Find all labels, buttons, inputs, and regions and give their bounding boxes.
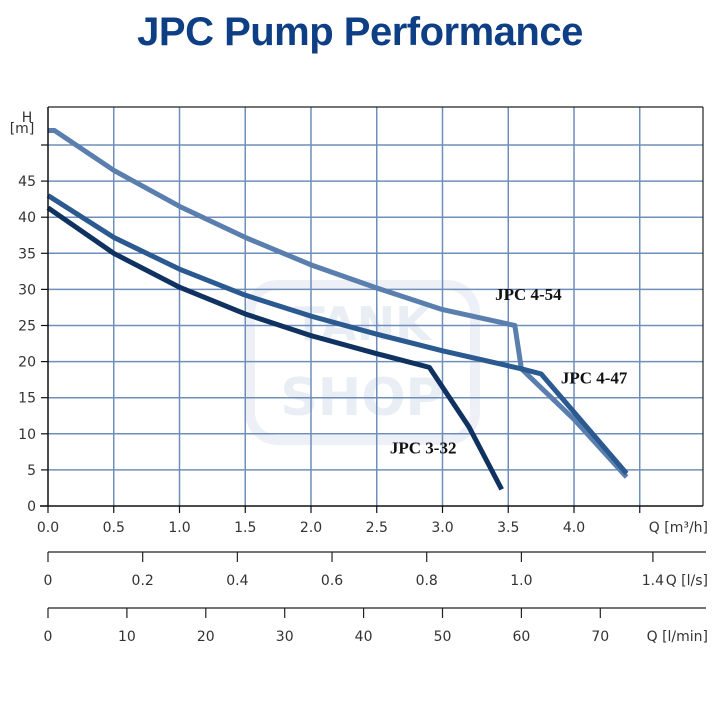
x-tick-label: 1.5 (234, 520, 256, 536)
secondary-axis-unit-label: Q [l/min] (647, 629, 708, 645)
secondary-axis-tick-label: 0.6 (321, 573, 343, 589)
x-tick-label: 0.5 (103, 520, 125, 536)
grid (48, 107, 703, 506)
x-tick-label: 4.0 (563, 520, 585, 536)
y-tick-label: 35 (18, 246, 36, 262)
secondary-axis-tick-label: 1.4 (642, 573, 664, 589)
y-tick-label: 20 (18, 355, 36, 371)
secondary-axis-tick-label: 30 (276, 629, 294, 645)
secondary-axis-tick-label: 70 (591, 629, 609, 645)
x-axis-unit-label: Q [m³/h] (649, 520, 708, 536)
series-line-jpc-4-47 (46, 193, 629, 476)
secondary-axis-tick-label: 10 (118, 629, 136, 645)
secondary-axis-tick-label: 0.8 (416, 573, 438, 589)
secondary-axis-tick-label: 60 (512, 629, 530, 645)
secondary-axis-tick-label: 0 (44, 629, 53, 645)
series-label-jpc-4-54: JPC 4-54 (495, 285, 562, 304)
x-tick-label: 3.5 (497, 520, 519, 536)
series-labels: JPC 4-54 JPC 4-47 JPC 3-32 (390, 285, 628, 457)
secondary-axis-tick-label: 50 (434, 629, 452, 645)
x-tick-label: 2.0 (300, 520, 322, 536)
series-line-jpc-4-54 (48, 128, 629, 479)
secondary-axis-tick-label: 0.4 (226, 573, 248, 589)
series-lines (46, 128, 629, 491)
secondary-axis-tick-label: 40 (355, 629, 373, 645)
y-tick-label: 45 (18, 174, 36, 190)
y-tick-label: 10 (18, 427, 36, 443)
y-tick-label: 5 (27, 463, 36, 479)
series-label-jpc-4-47: JPC 4-47 (561, 368, 628, 387)
secondary-axis-tick-label: 0 (44, 573, 53, 589)
y-tick-label: 0 (27, 499, 36, 515)
y-tick-label: 40 (18, 210, 36, 226)
axes: 0 5 10 15 20 25 30 35 40 45 H[m] 0.0 0.5 1.0 1.5 2.0 2.5… (10, 106, 708, 645)
secondary-axis-unit-label: Q [l/s] (666, 573, 708, 589)
y-tick-label: 15 (18, 391, 36, 407)
secondary-axis-tick-label: 20 (197, 629, 215, 645)
x-tick-label: 2.5 (366, 520, 388, 536)
series-label-jpc-3-32: JPC 3-32 (390, 438, 457, 457)
secondary-axis-tick-label: 0.2 (132, 573, 154, 589)
x-tick-label: 3.0 (431, 520, 453, 536)
series-line-jpc-3-32 (46, 205, 504, 491)
x-tick-label: 0.0 (37, 520, 59, 536)
y-tick-label: 25 (18, 319, 36, 335)
y-axis-label-unit: [m] (10, 121, 35, 137)
y-tick-label: 30 (18, 282, 36, 298)
y-axis-label-symbol: H (22, 110, 33, 126)
secondary-axis-tick-label: 1.0 (510, 573, 532, 589)
x-tick-label: 1.0 (168, 520, 190, 536)
chart-title: JPC Pump Performance (137, 10, 583, 54)
